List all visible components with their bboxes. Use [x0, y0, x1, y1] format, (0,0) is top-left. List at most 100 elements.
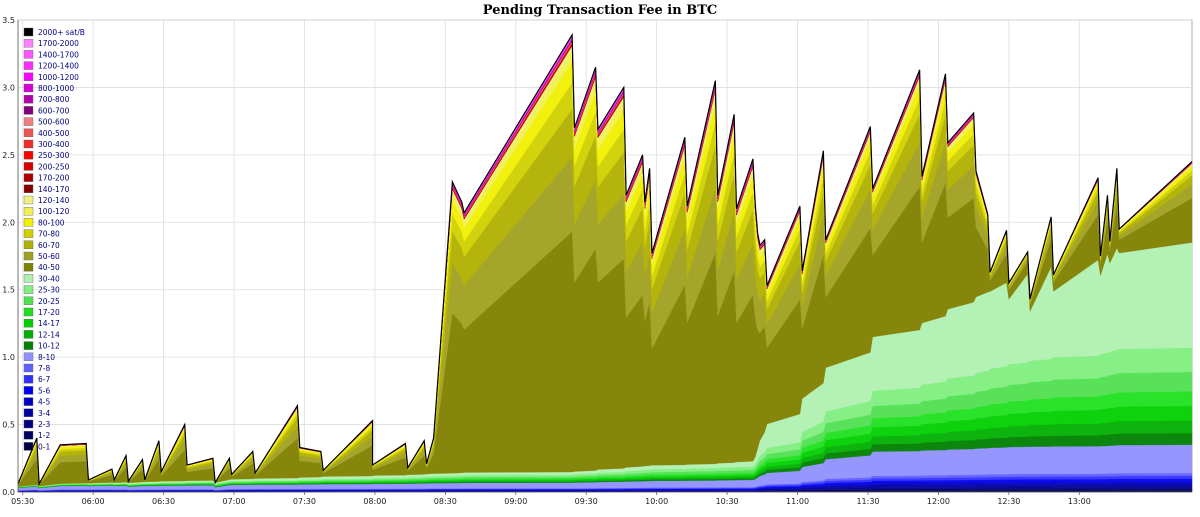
- x-tick-label: 13:00: [1068, 497, 1091, 506]
- legend-label: 20-25: [38, 297, 60, 306]
- legend-label: 80-100: [38, 218, 65, 227]
- y-tick-label: 1.5: [2, 286, 15, 295]
- legend-swatch: [23, 263, 34, 272]
- legend-swatch: [23, 442, 34, 451]
- legend-swatch: [23, 72, 34, 82]
- legend-swatch: [23, 162, 34, 171]
- legend-label: 1700-2000: [38, 39, 79, 48]
- legend-swatch: [23, 50, 34, 59]
- x-tick-label: 08:00: [363, 497, 386, 506]
- legend-swatch: [23, 195, 34, 205]
- x-tick-label: 05:30: [11, 497, 34, 506]
- legend-label: 1400-1700: [38, 50, 79, 59]
- legend-swatch: [23, 206, 34, 216]
- legend-label: 140-170: [38, 185, 70, 194]
- legend-swatch: [23, 106, 34, 115]
- legend-swatch: [23, 296, 34, 305]
- chart-title: Pending Transaction Fee in BTC: [483, 3, 717, 18]
- y-tick-label: 1.0: [2, 353, 15, 362]
- legend-swatch: [23, 61, 34, 70]
- legend-swatch: [23, 397, 34, 406]
- legend-swatch: [23, 94, 34, 104]
- legend-swatch: [23, 341, 34, 350]
- legend-swatch: [23, 27, 34, 37]
- x-tick-label: 11:00: [786, 497, 809, 506]
- x-tick-label: 06:30: [152, 497, 175, 506]
- legend-label: 600-700: [38, 106, 70, 115]
- legend-swatch: [23, 173, 34, 182]
- legend-label: 500-600: [38, 118, 70, 127]
- y-tick-label: 2.5: [2, 151, 15, 160]
- legend-label: 17-20: [38, 308, 60, 317]
- total-outline: [17, 32, 1193, 487]
- legend-label: 0-1: [38, 442, 50, 451]
- legend-label: 8-10: [38, 353, 55, 362]
- legend-label: 120-140: [38, 196, 70, 205]
- legend-label: 7-8: [38, 364, 50, 373]
- x-tick-label: 09:30: [575, 497, 598, 506]
- legend-swatch: [23, 39, 34, 48]
- legend-swatch: [23, 386, 34, 395]
- y-tick-label: 3.0: [2, 83, 15, 92]
- legend-swatch: [23, 352, 34, 361]
- x-tick-label: 12:00: [927, 497, 950, 506]
- legend-label: 60-70: [38, 241, 60, 250]
- legend-label: 800-1000: [38, 84, 74, 93]
- legend-label: 14-17: [38, 319, 60, 328]
- legend-swatch: [23, 285, 34, 294]
- x-tick-label: 07:00: [222, 497, 245, 506]
- legend-swatch: [23, 184, 34, 194]
- legend-label: 12-14: [38, 330, 60, 339]
- y-tick-label: 3.5: [2, 16, 15, 25]
- legend-swatch: [23, 251, 34, 261]
- legend-swatch: [23, 117, 34, 126]
- legend-label: 1-2: [38, 431, 50, 440]
- area-layer: [17, 32, 1193, 493]
- y-tick-label: 0.5: [2, 421, 15, 430]
- x-tick-label: 07:30: [293, 497, 316, 506]
- legend-label: 1000-1200: [38, 73, 79, 82]
- legend-label: 1200-1400: [38, 62, 79, 71]
- x-tick-label: 10:00: [645, 497, 668, 506]
- legend-swatch: [23, 307, 34, 317]
- legend-swatch: [23, 319, 34, 328]
- y-tick-label: 0.0: [2, 488, 15, 497]
- legend-label: 4-5: [38, 398, 50, 407]
- legend-label: 30-40: [38, 274, 60, 283]
- legend-swatch: [23, 83, 34, 93]
- legend-label: 5-6: [38, 386, 50, 395]
- x-tick-label: 12:30: [997, 497, 1020, 506]
- legend: 2000+ sat/B 1700-2000 1400-1700 1200-1400 10…: [23, 27, 85, 451]
- x-tick-label: 11:30: [856, 497, 879, 506]
- legend-label: 400-500: [38, 129, 70, 138]
- legend-label: 170-200: [38, 174, 70, 183]
- legend-swatch: [23, 330, 34, 339]
- legend-swatch: [23, 408, 34, 417]
- legend-label: 3-4: [38, 409, 50, 418]
- legend-label: 700-800: [38, 95, 70, 104]
- legend-swatch: [23, 363, 34, 373]
- legend-swatch: [23, 431, 34, 440]
- legend-swatch: [23, 229, 34, 238]
- x-tick-label: 09:00: [504, 497, 527, 506]
- legend-label: 250-300: [38, 151, 70, 160]
- legend-label: 50-60: [38, 252, 60, 261]
- legend-swatch: [23, 150, 34, 160]
- legend-label: 200-250: [38, 162, 70, 171]
- x-tick-label: 08:30: [434, 497, 457, 506]
- legend-label: 10-12: [38, 342, 60, 351]
- legend-swatch: [23, 218, 34, 227]
- legend-label: 2000+ sat/B: [38, 28, 85, 37]
- legend-swatch: [23, 375, 34, 384]
- x-tick-label: 10:30: [716, 497, 739, 506]
- legend-label: 25-30: [38, 286, 60, 295]
- legend-label: 100-120: [38, 207, 70, 216]
- legend-swatch: [23, 274, 34, 283]
- legend-swatch: [23, 240, 34, 250]
- legend-swatch: [23, 419, 34, 429]
- legend-label: 40-50: [38, 263, 60, 272]
- legend-label: 6-7: [38, 375, 50, 384]
- legend-swatch: [23, 128, 34, 138]
